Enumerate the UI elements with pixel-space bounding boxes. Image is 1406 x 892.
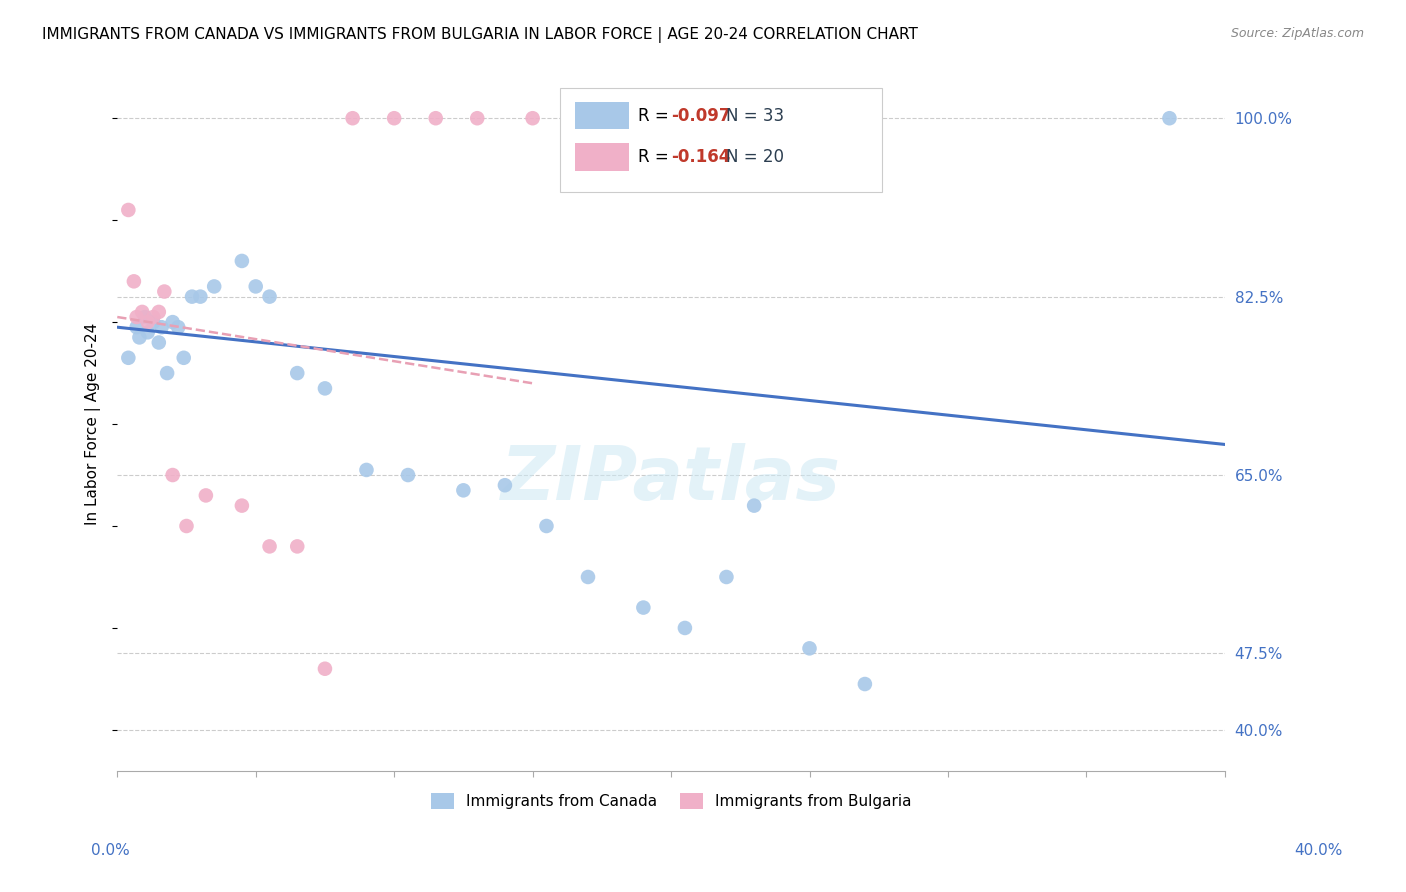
Text: R =: R = [638, 106, 673, 125]
Point [742, 499, 765, 513]
Point [136, 315, 159, 329]
Point [536, 519, 558, 533]
Point [202, 279, 225, 293]
Point [117, 202, 139, 217]
Point [231, 254, 253, 268]
Point [425, 112, 447, 126]
Point [122, 274, 145, 288]
Point [494, 478, 516, 492]
Point [128, 330, 150, 344]
Point [131, 305, 153, 319]
Point [181, 290, 204, 304]
FancyBboxPatch shape [561, 87, 882, 192]
Point [153, 285, 176, 299]
Text: N = 33: N = 33 [727, 106, 785, 125]
Point [285, 540, 308, 554]
Point [173, 351, 195, 365]
Point [259, 540, 281, 554]
Point [285, 366, 308, 380]
Text: R =: R = [638, 148, 673, 166]
Legend: Immigrants from Canada, Immigrants from Bulgaria: Immigrants from Canada, Immigrants from … [425, 787, 918, 815]
Y-axis label: In Labor Force | Age 20-24: In Labor Force | Age 20-24 [86, 323, 101, 525]
Point [125, 310, 148, 324]
Text: -0.097: -0.097 [671, 106, 731, 125]
Point [148, 305, 170, 319]
Point [382, 112, 405, 126]
Point [150, 320, 173, 334]
Point [162, 315, 184, 329]
Text: Source: ZipAtlas.com: Source: ZipAtlas.com [1230, 27, 1364, 40]
Point [716, 570, 738, 584]
Point [465, 112, 488, 126]
Point [188, 290, 211, 304]
Point [156, 366, 179, 380]
Point [117, 351, 139, 365]
Point [1159, 112, 1181, 126]
Text: -0.164: -0.164 [671, 148, 731, 166]
Point [125, 320, 148, 334]
Point [576, 570, 599, 584]
FancyBboxPatch shape [575, 144, 628, 171]
FancyBboxPatch shape [575, 102, 628, 129]
Point [342, 112, 364, 126]
Point [176, 519, 198, 533]
Point [853, 677, 876, 691]
Text: ZIPatlas: ZIPatlas [501, 443, 841, 516]
Text: 0.0%: 0.0% [91, 843, 131, 858]
Point [314, 381, 336, 395]
Point [396, 468, 419, 483]
Point [194, 488, 217, 502]
Point [522, 112, 544, 126]
Point [673, 621, 696, 635]
Point [136, 326, 159, 340]
Point [167, 320, 190, 334]
Text: 40.0%: 40.0% [1295, 843, 1343, 858]
Point [162, 468, 184, 483]
Point [245, 279, 267, 293]
Point [134, 310, 156, 324]
Point [148, 335, 170, 350]
Point [259, 290, 281, 304]
Point [231, 499, 253, 513]
Point [453, 483, 475, 498]
Point [356, 463, 378, 477]
Point [142, 315, 165, 329]
Text: IMMIGRANTS FROM CANADA VS IMMIGRANTS FROM BULGARIA IN LABOR FORCE | AGE 20-24 CO: IMMIGRANTS FROM CANADA VS IMMIGRANTS FRO… [42, 27, 918, 43]
Point [633, 600, 655, 615]
Text: N = 20: N = 20 [727, 148, 785, 166]
Point [314, 662, 336, 676]
Point [799, 641, 821, 656]
Point [142, 310, 165, 324]
